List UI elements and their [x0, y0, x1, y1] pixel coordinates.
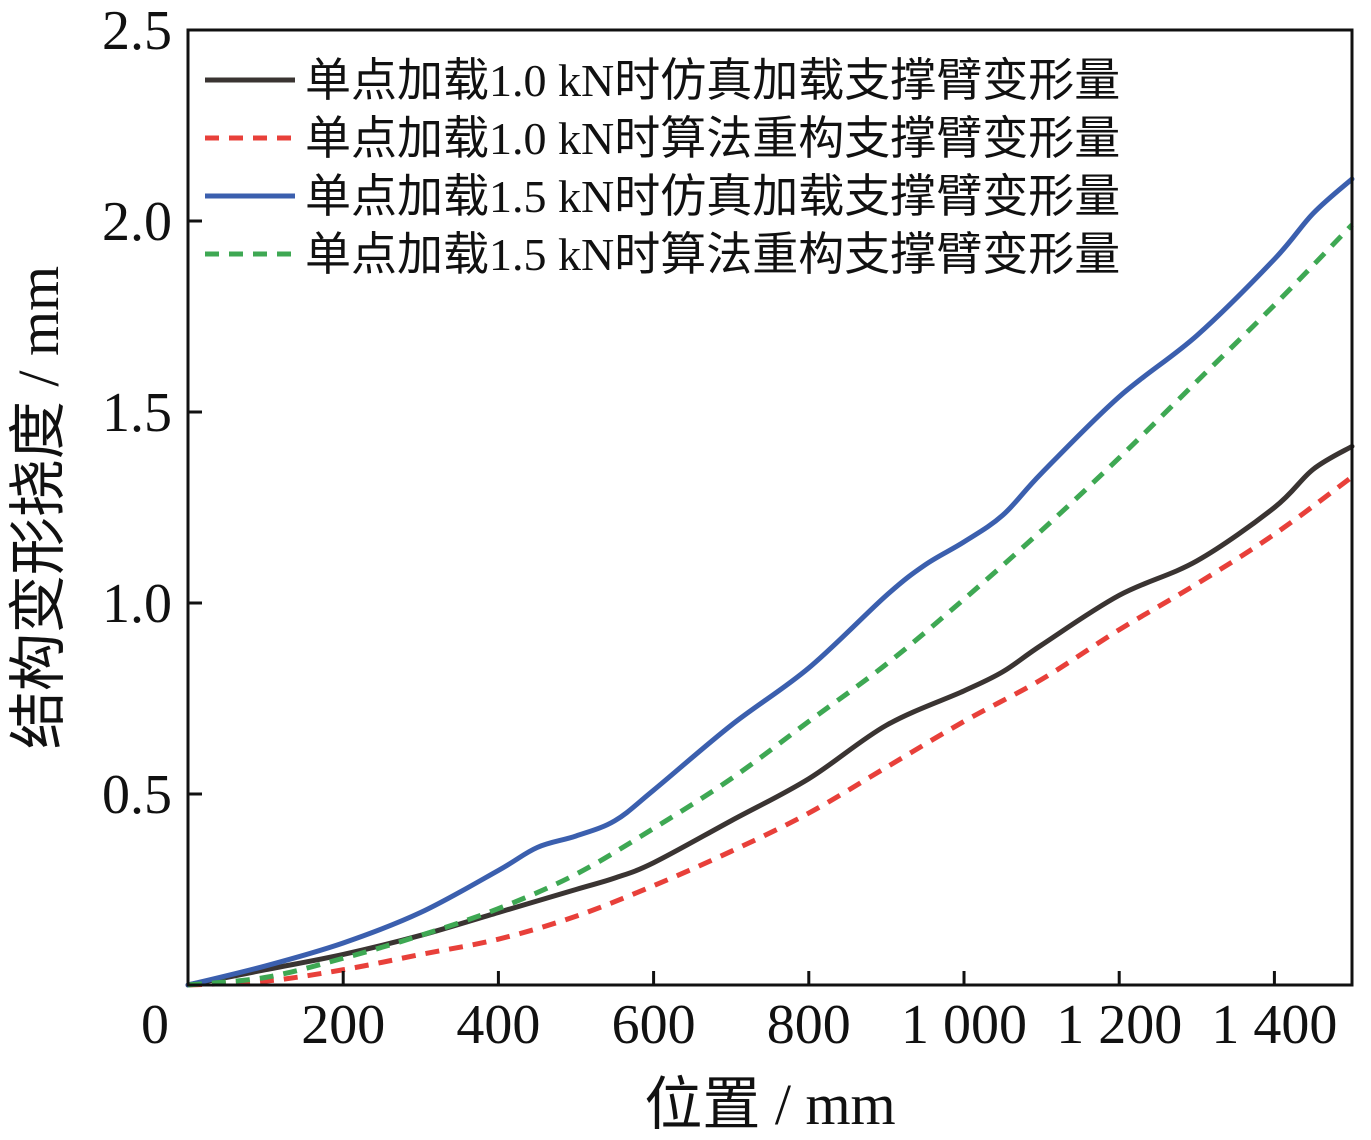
- legend-label-3: 单点加载1.5 kN时仿真加载支撑臂变形量: [305, 171, 1120, 222]
- series-line-1: [185, 443, 1355, 988]
- y-tick-label: 1.0: [102, 573, 172, 635]
- plot-frame: [186, 28, 1354, 987]
- y-axis-title: 结构变形挠度 / mm: [6, 266, 71, 749]
- y-tick-label: 2.5: [102, 0, 172, 62]
- x-tick-label: 1 000: [901, 994, 1027, 1056]
- x-tick-label: 800: [767, 994, 851, 1056]
- series-line-3: [185, 176, 1355, 988]
- x-tick-label: 600: [612, 994, 696, 1056]
- x-tick-label: 400: [456, 994, 540, 1056]
- y-tick-label: 0.5: [102, 764, 172, 826]
- x-tick-label: 0: [141, 994, 169, 1056]
- series-line-2: [187, 474, 1354, 988]
- y-axis-ticks: 0.5 1.0 1.5 2.0 2.5: [102, 0, 202, 826]
- legend-label-1: 单点加载1.0 kN时仿真加载支撑臂变形量: [305, 55, 1120, 106]
- x-tick-label: 200: [301, 994, 385, 1056]
- series-line-4: [187, 223, 1354, 988]
- legend-label-2: 单点加载1.0 kN时算法重构支撑臂变形量: [305, 113, 1120, 164]
- x-axis-title: 位置 / mm: [644, 1072, 895, 1137]
- x-tick-label: 1 200: [1056, 994, 1182, 1056]
- series-layer: [185, 176, 1355, 988]
- legend-label-4: 单点加载1.5 kN时算法重构支撑臂变形量: [305, 229, 1120, 280]
- x-tick-label: 1 400: [1211, 994, 1337, 1056]
- y-tick-label: 2.0: [102, 191, 172, 253]
- y-tick-label: 1.5: [102, 382, 172, 444]
- x-axis-ticks: 0 200 400 600 800 1 000 1 200 1 400: [141, 971, 1337, 1056]
